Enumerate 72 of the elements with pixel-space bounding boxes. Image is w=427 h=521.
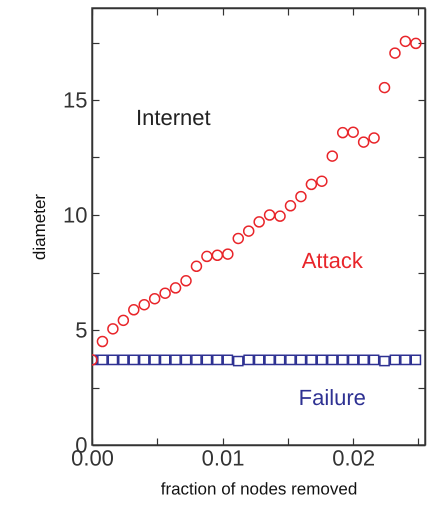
point — [306, 178, 318, 190]
point — [108, 354, 118, 366]
point — [264, 354, 275, 366]
point — [148, 292, 160, 304]
point — [306, 354, 317, 366]
point — [390, 354, 400, 366]
point — [202, 354, 212, 366]
y-tick-label: 5 — [75, 318, 88, 342]
y-tick-label: 10 — [63, 202, 88, 228]
point — [180, 354, 192, 366]
point — [316, 175, 328, 187]
point — [190, 260, 202, 272]
point — [358, 136, 370, 148]
point — [96, 336, 108, 348]
y-tick-label: 15 — [63, 88, 88, 112]
x-tick-label: 0.02 — [332, 446, 376, 470]
point — [296, 354, 306, 366]
point — [212, 354, 223, 366]
point — [191, 354, 202, 366]
point — [159, 287, 171, 299]
point — [389, 47, 401, 59]
point — [107, 323, 119, 335]
point — [97, 354, 108, 366]
x-tick-label: 0.01 — [202, 446, 244, 470]
point — [128, 354, 140, 366]
point — [368, 354, 380, 366]
point — [160, 354, 170, 366]
series-label: Failure — [298, 384, 366, 410]
point — [180, 275, 192, 287]
point — [379, 356, 390, 366]
point — [222, 354, 234, 366]
point — [378, 82, 390, 94]
point — [274, 354, 286, 366]
point — [336, 126, 348, 138]
point — [347, 126, 359, 138]
point — [358, 354, 369, 366]
point — [118, 354, 129, 366]
point — [138, 298, 150, 310]
point — [316, 354, 328, 366]
point — [138, 354, 150, 366]
point — [201, 250, 213, 262]
point — [264, 209, 276, 221]
point — [222, 248, 234, 260]
point — [295, 190, 307, 202]
point — [170, 354, 181, 366]
series-label: Attack — [302, 248, 364, 274]
point — [326, 150, 338, 162]
point — [243, 354, 254, 366]
point — [368, 132, 380, 144]
point — [285, 354, 296, 366]
point — [242, 225, 254, 237]
point — [400, 36, 412, 48]
point — [348, 354, 359, 366]
point — [128, 304, 140, 316]
point — [284, 200, 296, 212]
point — [400, 354, 411, 366]
point — [410, 354, 422, 366]
point — [274, 210, 286, 222]
point — [253, 216, 265, 228]
x-axis-title: fraction of nodes removed — [160, 480, 358, 498]
point — [232, 356, 244, 366]
annotation: Internet — [136, 105, 211, 130]
point — [326, 354, 338, 366]
point — [254, 354, 265, 366]
point — [170, 282, 182, 294]
point — [212, 250, 224, 261]
point — [149, 354, 160, 366]
point — [232, 232, 244, 244]
point — [410, 38, 422, 50]
y-axis-title: diameter — [30, 194, 50, 260]
point — [337, 354, 348, 366]
point — [118, 314, 130, 326]
